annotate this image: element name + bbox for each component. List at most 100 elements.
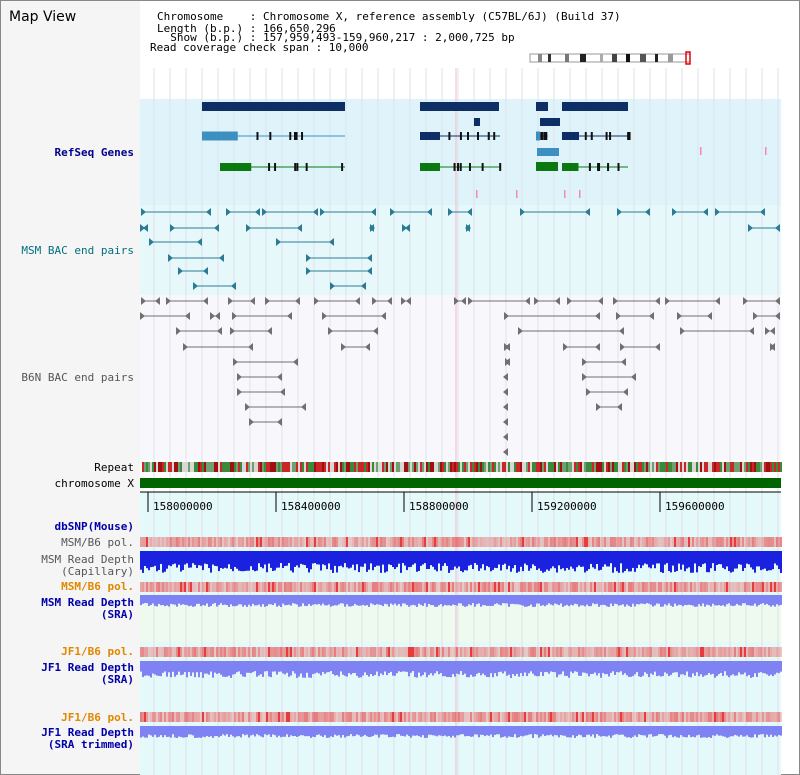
gene-block — [536, 162, 558, 171]
polymorphism-segment — [742, 647, 744, 657]
polymorphism-segment — [556, 712, 558, 722]
read-depth-bar — [702, 595, 704, 604]
read-depth-bar — [258, 595, 260, 605]
polymorphism-segment — [306, 582, 308, 592]
polymorphism-segment — [698, 537, 700, 547]
track-label-msm-b6-pol-2[interactable]: MSM/B6 pol. — [61, 580, 134, 593]
read-depth-bar — [202, 661, 204, 678]
read-depth-bar — [248, 726, 250, 738]
polymorphism-segment — [530, 712, 532, 722]
read-depth-bar — [156, 595, 158, 607]
polymorphism-segment — [696, 647, 698, 657]
polymorphism-segment — [266, 712, 268, 722]
track-label-repeat[interactable]: Repeat — [94, 461, 134, 474]
track-label-msm-b6-pol-1[interactable]: MSM/B6 pol. — [61, 536, 134, 549]
read-depth-bar — [582, 661, 584, 673]
polymorphism-segment — [516, 647, 518, 657]
b6n-bac-pair-end — [586, 388, 591, 396]
read-depth-bar — [388, 595, 390, 607]
read-depth-bar — [152, 661, 154, 674]
track-label-jf1-b6-pol-1[interactable]: JF1/B6 pol. — [61, 645, 134, 658]
read-depth-bar — [662, 726, 664, 735]
polymorphism-segment — [480, 647, 482, 657]
track-label-refseq[interactable]: RefSeq Genes — [54, 146, 134, 159]
read-depth-bar — [482, 595, 484, 606]
repeat-segment — [590, 462, 592, 472]
polymorphism-segment — [224, 712, 226, 722]
polymorphism-segment — [294, 582, 296, 592]
polymorphism-segment — [288, 712, 290, 722]
polymorphism-segment — [290, 712, 292, 722]
track-label-msm-depth-sra[interactable]: MSM Read Depth — [41, 596, 134, 609]
polymorphism-segment — [508, 712, 510, 722]
polymorphism-segment — [280, 712, 282, 722]
msm-bac-pair-end — [390, 208, 395, 216]
read-depth-bar — [626, 595, 628, 605]
track-label-jf1-b6-pol-2[interactable]: JF1/B6 pol. — [61, 711, 134, 724]
chromosome-ideogram[interactable] — [529, 51, 691, 65]
read-depth-bar — [326, 551, 328, 570]
read-depth-bar — [642, 726, 644, 736]
polymorphism-segment — [690, 537, 692, 547]
read-depth-bar — [346, 551, 348, 568]
track-label-jf1-depth-trimmed[interactable]: JF1 Read Depth — [41, 726, 134, 739]
read-depth-bar — [150, 595, 152, 605]
read-depth-bar — [356, 595, 358, 606]
read-depth-bar — [264, 595, 266, 607]
polymorphism-segment — [650, 537, 652, 547]
repeat-segment — [186, 462, 188, 472]
read-depth-bar — [320, 551, 322, 571]
polymorphism-segment — [144, 712, 146, 722]
read-depth-bar — [252, 595, 254, 604]
b6n-bac-pair-end — [619, 327, 624, 335]
read-depth-bar — [290, 661, 292, 676]
repeat-segment — [662, 462, 664, 472]
polymorphism-segment — [410, 712, 412, 722]
polymorphism-segment — [520, 647, 522, 657]
read-depth-bar — [684, 595, 686, 605]
track-label-chromosome: chromosome X — [54, 477, 134, 490]
read-depth-bar — [304, 551, 306, 566]
polymorphism-segment — [598, 582, 600, 592]
polymorphism-segment — [358, 647, 360, 657]
polymorphism-segment — [456, 537, 458, 547]
read-depth-bar — [244, 661, 246, 677]
polymorphism-segment — [662, 582, 664, 592]
read-depth-bar — [428, 595, 430, 604]
polymorphism-segment — [730, 537, 732, 547]
read-depth-bar — [184, 551, 186, 565]
polymorphism-segment — [316, 712, 318, 722]
repeat-segment — [328, 462, 330, 472]
read-depth-bar — [740, 595, 742, 606]
track-label-dbsnp[interactable]: dbSNP(Mouse) — [54, 520, 134, 533]
polymorphism-segment — [430, 712, 432, 722]
read-depth-bar — [474, 551, 476, 564]
repeat-segment — [580, 462, 582, 472]
msm-bac-pair-end — [585, 208, 590, 216]
read-depth-bar — [654, 551, 656, 569]
polymorphism-segment — [314, 537, 316, 547]
polymorphism-segment — [416, 582, 418, 592]
read-depth-bar — [292, 661, 294, 672]
repeat-segment — [592, 462, 594, 472]
polymorphism-segment — [764, 582, 766, 592]
read-depth-bar — [752, 595, 754, 606]
read-depth-bar — [630, 595, 632, 607]
read-depth-bar — [504, 595, 506, 604]
polymorphism-segment — [522, 537, 524, 547]
track-label-b6n-bac[interactable]: B6N BAC end pairs — [21, 371, 134, 384]
track-label-msm-depth-capillary[interactable]: MSM Read Depth — [41, 553, 134, 566]
read-depth-bar — [222, 551, 224, 569]
read-depth-bar — [354, 726, 356, 736]
read-depth-bar — [762, 726, 764, 735]
polymorphism-segment — [522, 712, 524, 722]
polymorphism-segment — [510, 712, 512, 722]
track-label-msm-bac[interactable]: MSM BAC end pairs — [21, 244, 134, 257]
track-label-jf1-depth-sra[interactable]: JF1 Read Depth — [41, 661, 134, 674]
read-depth-bar — [280, 551, 282, 564]
b6n-bac-pair-end — [230, 327, 235, 335]
read-depth-bar — [152, 726, 154, 737]
polymorphism-segment — [624, 647, 626, 657]
polymorphism-segment — [180, 537, 182, 547]
polymorphism-segment — [422, 582, 424, 592]
